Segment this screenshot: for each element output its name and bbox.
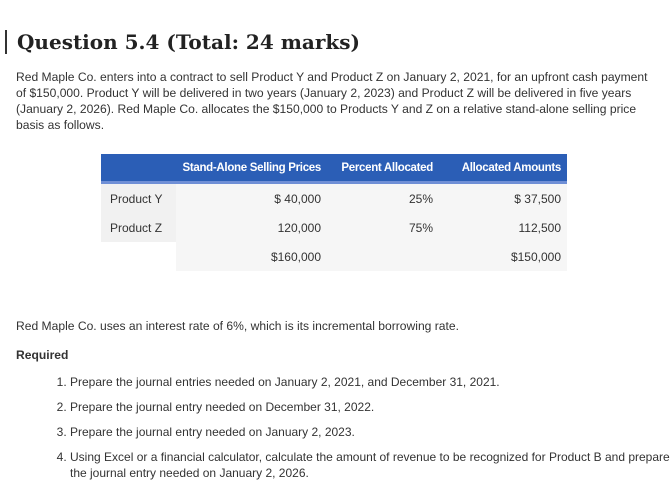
table-row: Product Y $ 40,000 25% $ 37,500 xyxy=(101,182,567,213)
row-label: Product Z xyxy=(101,213,176,242)
header-standalone-prices: Stand-Alone Selling Prices xyxy=(176,154,327,184)
header-percent-allocated: Percent Allocated xyxy=(327,154,439,184)
amount-cell: $150,000 xyxy=(439,242,567,271)
table-row-total: $160,000 $150,000 xyxy=(101,242,567,271)
header-blank xyxy=(101,154,176,184)
price-cell: $160,000 xyxy=(176,242,327,271)
requirements-list: Prepare the journal entries needed on Ja… xyxy=(46,374,672,481)
list-item: Prepare the journal entries needed on Ja… xyxy=(70,374,672,390)
list-item: Using Excel or a financial calculator, c… xyxy=(70,449,672,481)
interest-rate-note: Red Maple Co. uses an interest rate of 6… xyxy=(16,319,459,333)
question-title-bar: Question 5.4 (Total: 24 marks) xyxy=(5,30,360,54)
price-cell: $ 40,000 xyxy=(176,182,327,213)
percent-cell: 25% xyxy=(327,182,439,213)
percent-cell: 75% xyxy=(327,213,439,242)
amount-cell: 112,500 xyxy=(439,213,567,242)
row-label xyxy=(101,242,176,271)
amount-cell: $ 37,500 xyxy=(439,182,567,213)
required-heading: Required xyxy=(16,348,69,362)
row-label: Product Y xyxy=(101,182,176,213)
question-title: Question 5.4 (Total: 24 marks) xyxy=(17,30,360,54)
table-header-row: Stand-Alone Selling Prices Percent Alloc… xyxy=(101,154,567,184)
price-cell: 120,000 xyxy=(176,213,327,242)
header-allocated-amounts: Allocated Amounts xyxy=(439,154,567,184)
list-item: Prepare the journal entry needed on Dece… xyxy=(70,399,672,415)
list-item: Prepare the journal entry needed on Janu… xyxy=(70,424,672,440)
allocation-table: Stand-Alone Selling Prices Percent Alloc… xyxy=(101,154,567,271)
percent-cell xyxy=(327,242,439,271)
question-intro-paragraph: Red Maple Co. enters into a contract to … xyxy=(16,70,648,132)
table-row: Product Z 120,000 75% 112,500 xyxy=(101,213,567,242)
